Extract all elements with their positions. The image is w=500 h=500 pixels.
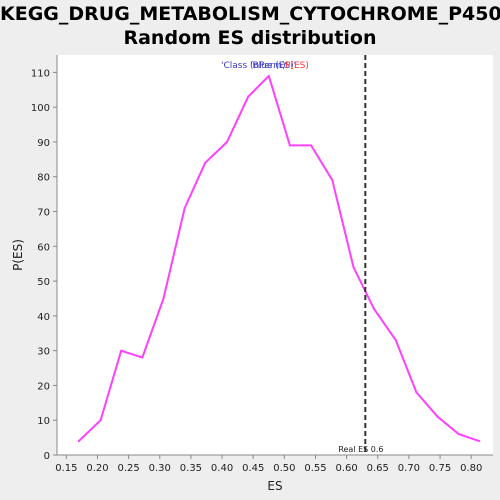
legend-text: P(ES) [285,61,309,71]
y-tick-label: 110 [31,68,50,79]
chart-title-line-1: KEGG_DRUG_METABOLISM_CYTOCHROME_P450: [0,3,500,25]
data-point [288,144,291,147]
x-tick-label: 0.35 [180,463,202,474]
y-tick-label: 70 [37,208,50,219]
plot-area [57,55,493,455]
y-axis-label: P(ES) [11,239,25,271]
data-point [141,356,144,359]
data-point [204,161,207,164]
data-point [99,419,102,422]
legend-text: 'Blue (ES)' [250,61,296,71]
data-point [478,440,481,443]
y-tick-label: 80 [37,173,50,184]
x-tick-label: 0.45 [242,463,264,474]
x-tick-label: 0.75 [429,463,451,474]
data-point [226,140,229,143]
data-point [436,415,439,418]
y-tick-label: 20 [37,381,50,392]
y-tick-label: 90 [37,138,50,149]
real-es-label: Real ES 0.6 [338,445,383,454]
y-tick-label: 10 [37,416,50,427]
x-tick-label: 0.60 [335,463,357,474]
x-tick-label: 0.50 [273,463,295,474]
data-point [310,144,313,147]
x-tick-label: 0.30 [149,463,171,474]
y-tick-label: 30 [37,347,50,358]
x-tick-label: 0.70 [398,463,420,474]
x-tick-label: 0.80 [460,463,482,474]
data-point [394,339,397,342]
data-point [162,297,165,300]
data-point [77,440,80,443]
data-point [415,391,418,394]
x-axis-label: ES [267,479,282,493]
x-tick-label: 0.40 [211,463,233,474]
data-point [331,179,334,182]
data-point [373,307,376,310]
series-line [78,74,480,443]
y-tick-label: 100 [31,103,50,114]
data-point [120,349,123,352]
y-tick-label: 0 [44,451,50,462]
x-tick-label: 0.65 [367,463,389,474]
x-tick-label: 0.25 [117,463,139,474]
data-point [247,95,250,98]
data-point [457,433,460,436]
y-tick-label: 40 [37,312,50,323]
legend-text: 'Class (nPerm)' [221,61,288,71]
chart-title-line-2: Random ES distribution [123,27,377,49]
data-point [183,207,186,210]
data-point [352,266,355,269]
data-point [267,74,270,77]
y-tick-label: 50 [37,277,50,288]
x-tick-label: 0.15 [55,463,77,474]
y-tick-label: 60 [37,242,50,253]
x-tick-label: 0.55 [304,463,326,474]
x-tick-label: 0.20 [86,463,108,474]
